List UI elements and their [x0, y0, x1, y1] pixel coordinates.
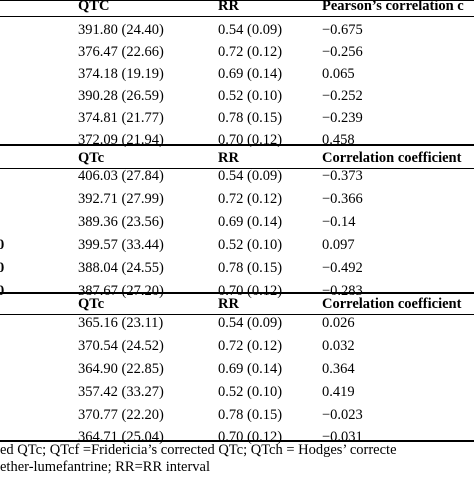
section2-row6-qtc: 387.67 (27.20) [78, 283, 164, 299]
section3-row5-rr: 0.78 (0.15) [218, 407, 283, 423]
section1-row2-rr: 0.72 (0.12) [218, 44, 283, 60]
section1-header-rr: RR [218, 0, 239, 14]
section3-row4-rr: 0.52 (0.10) [218, 384, 283, 400]
section2-row3-rr: 0.69 (0.14) [218, 214, 283, 230]
section1-row4-qtc: 390.28 (26.59) [78, 88, 164, 104]
section2-header-rr: RR [218, 150, 239, 166]
section3-header-qtc: QTc [78, 296, 105, 312]
section2-header-underline [0, 168, 474, 169]
section3-row1-corr: 0.026 [322, 315, 355, 331]
section2-row1-corr: −0.373 [322, 168, 363, 184]
edge-mark: 0 [0, 260, 5, 276]
section2-header-qtc: QTc [78, 150, 105, 166]
section2-row6-corr: −0.283 [322, 283, 363, 299]
section1-row2-corr: −0.256 [322, 44, 363, 60]
section1-row3-qtc: 374.18 (19.19) [78, 66, 164, 82]
section2-row2-rr: 0.72 (0.12) [218, 191, 283, 207]
section1-row3-corr: 0.065 [322, 66, 355, 82]
section2-header-correlation: Correlation coefficient [322, 150, 462, 166]
section1-row6-corr: 0.458 [322, 132, 355, 148]
section2-row4-corr: 0.097 [322, 237, 355, 253]
section3-header-rr: RR [218, 296, 239, 312]
section2-row5-qtc: 388.04 (24.55) [78, 260, 164, 276]
section3-row3-rr: 0.69 (0.14) [218, 361, 283, 377]
section1-row5-qtc: 374.81 (21.77) [78, 110, 164, 126]
section1-row2-qtc: 376.47 (22.66) [78, 44, 164, 60]
section1-row6-qtc: 372.09 (21.94) [78, 132, 164, 148]
section-divider-rule [0, 144, 474, 146]
section2-row4-rr: 0.52 (0.10) [218, 237, 283, 253]
section1-row3-rr: 0.69 (0.14) [218, 66, 283, 82]
section2-row1-qtc: 406.03 (27.84) [78, 168, 164, 184]
section1-row1-qtc: 391.80 (24.40) [78, 22, 164, 38]
section3-row5-qtc: 370.77 (22.20) [78, 407, 164, 423]
section3-row1-qtc: 365.16 (23.11) [78, 315, 164, 331]
footnote-line1: ed QTc; QTcf =Fridericia’s corrected QTc… [0, 442, 397, 458]
section3-header-underline [0, 314, 474, 315]
edge-mark: 0 [0, 283, 5, 299]
section2-row5-corr: −0.492 [322, 260, 363, 276]
section2-row5-rr: 0.78 (0.15) [218, 260, 283, 276]
section1-row5-corr: −0.239 [322, 110, 363, 126]
section2-row3-qtc: 389.36 (23.56) [78, 214, 164, 230]
table-bottom-rule [0, 440, 474, 442]
section1-row1-rr: 0.54 (0.09) [218, 22, 283, 38]
section1-row4-corr: −0.252 [322, 88, 363, 104]
section3-row3-qtc: 364.90 (22.85) [78, 361, 164, 377]
section2-row4-qtc: 399.57 (33.44) [78, 237, 164, 253]
section1-header-correlation: Pearson’s correlation c [322, 0, 464, 14]
edge-mark: 0 [0, 237, 5, 253]
header-rule [0, 0, 474, 1]
section1-row6-rr: 0.70 (0.12) [218, 132, 283, 148]
section1-header-underline [0, 16, 474, 17]
section3-header-correlation: Correlation coefficient [322, 296, 462, 312]
section2-row2-corr: −0.366 [322, 191, 363, 207]
section3-row1-rr: 0.54 (0.09) [218, 315, 283, 331]
section1-row1-corr: −0.675 [322, 22, 363, 38]
section3-row5-corr: −0.023 [322, 407, 363, 423]
section1-row4-rr: 0.52 (0.10) [218, 88, 283, 104]
section2-row6-rr: 0.70 (0.12) [218, 283, 283, 299]
section3-row2-qtc: 370.54 (24.52) [78, 338, 164, 354]
section1-header-qtc: QTC [78, 0, 110, 14]
section2-row2-qtc: 392.71 (27.99) [78, 191, 164, 207]
section3-row2-corr: 0.032 [322, 338, 355, 354]
section2-row3-corr: −0.14 [322, 214, 356, 230]
section3-row4-corr: 0.419 [322, 384, 355, 400]
footnote-line2: ether-lumefantrine; RR=RR interval [0, 459, 211, 475]
section3-row4-qtc: 357.42 (33.27) [78, 384, 164, 400]
section-divider-rule [0, 292, 474, 294]
section3-row3-corr: 0.364 [322, 361, 355, 377]
section1-row5-rr: 0.78 (0.15) [218, 110, 283, 126]
section2-row1-rr: 0.54 (0.09) [218, 168, 283, 184]
section3-row2-rr: 0.72 (0.12) [218, 338, 283, 354]
